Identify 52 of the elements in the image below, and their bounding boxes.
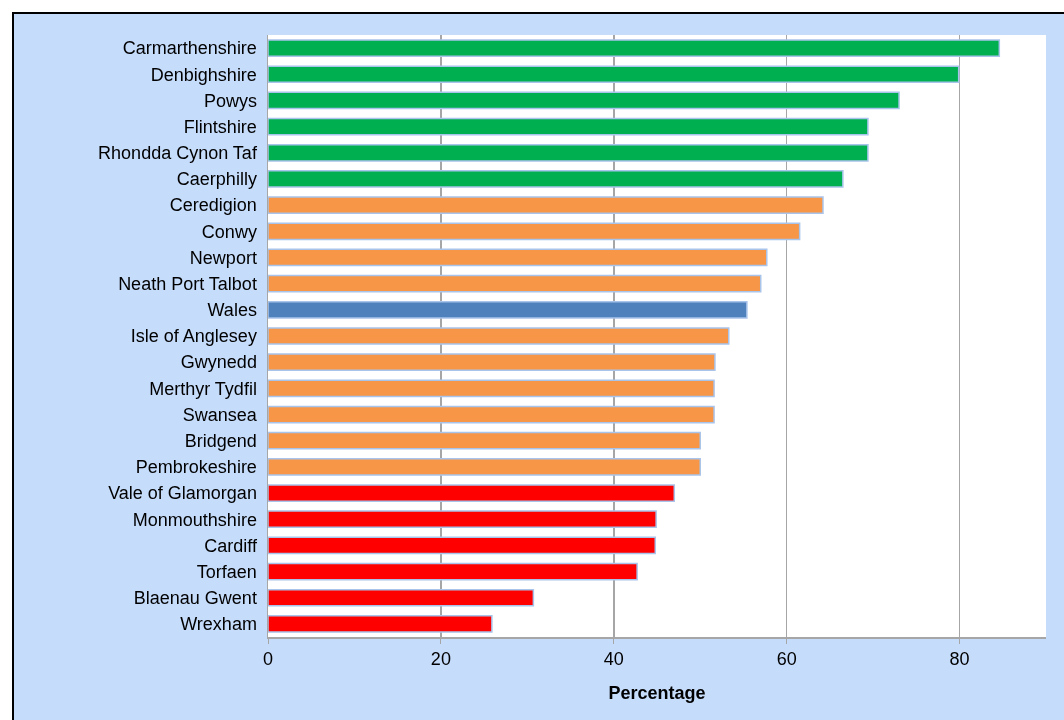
y-tick-label: Denbighshire bbox=[150, 64, 257, 85]
y-tick-label: Bridgend bbox=[184, 431, 257, 451]
y-tick-label: Isle of Anglesey bbox=[130, 326, 257, 347]
bar bbox=[268, 562, 638, 581]
x-tick-label: 80 bbox=[949, 649, 970, 670]
y-tick-label: Pembrokeshire bbox=[135, 457, 257, 478]
bar bbox=[268, 39, 1001, 57]
y-tick-label: Gwynedd bbox=[180, 352, 257, 373]
y-tick-label: Conwy bbox=[201, 221, 257, 242]
y-tick-label: Swansea bbox=[182, 404, 258, 425]
bar bbox=[268, 300, 748, 319]
y-tick-label: Torfaen bbox=[196, 561, 257, 582]
y-tick-label: Merthyr Tydfil bbox=[149, 378, 257, 399]
x-tick-label: 0 bbox=[262, 649, 274, 670]
bar bbox=[268, 484, 676, 502]
bar bbox=[268, 91, 900, 110]
y-tick-label: Monmouthshire bbox=[132, 509, 257, 530]
bar bbox=[268, 274, 762, 293]
x-axis-title: Percentage bbox=[608, 682, 706, 703]
bar bbox=[268, 327, 730, 345]
y-tick-label: Newport bbox=[189, 247, 257, 268]
bar bbox=[268, 117, 869, 136]
bar bbox=[268, 458, 701, 476]
y-tick-label: Blaenau Gwent bbox=[133, 588, 257, 609]
bar bbox=[268, 248, 768, 267]
bar bbox=[268, 431, 701, 450]
y-tick-label: Carmarthenshire bbox=[122, 38, 257, 59]
bar bbox=[268, 588, 535, 607]
y-tick-label: Wales bbox=[207, 300, 257, 321]
y-tick-label: Flintshire bbox=[183, 116, 257, 137]
bar bbox=[268, 196, 824, 214]
bar bbox=[268, 405, 715, 424]
bar bbox=[268, 222, 801, 241]
bar bbox=[268, 379, 715, 398]
bar bbox=[268, 536, 657, 555]
y-tick-label: Rhondda Cynon Taf bbox=[98, 143, 258, 164]
x-tick-label: 60 bbox=[776, 649, 797, 670]
y-tick-label: Cardiff bbox=[204, 535, 258, 556]
bar bbox=[268, 510, 657, 529]
y-tick-label: Vale of Glamorgan bbox=[108, 483, 257, 504]
x-tick-label: 40 bbox=[603, 649, 624, 670]
bar bbox=[268, 143, 869, 162]
bar bbox=[268, 615, 493, 633]
bar bbox=[268, 353, 716, 372]
y-tick-label: Powys bbox=[203, 90, 257, 111]
x-tick-label: 20 bbox=[430, 649, 451, 670]
bar bbox=[268, 170, 844, 188]
y-tick-label: Caerphilly bbox=[176, 169, 257, 190]
bar bbox=[268, 65, 960, 84]
y-tick-label: Neath Port Talbot bbox=[118, 273, 257, 294]
y-tick-label: Wrexham bbox=[180, 614, 257, 635]
y-tick-label: Ceredigion bbox=[169, 195, 257, 216]
